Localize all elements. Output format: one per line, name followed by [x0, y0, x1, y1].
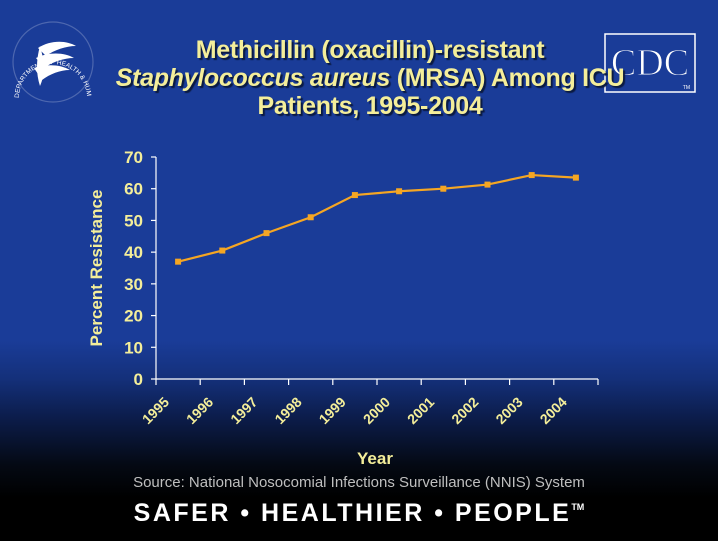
x-tick-label: 2000 [360, 394, 393, 427]
title-organism: Staphylococcus aureus [115, 64, 391, 92]
x-axis-label: Year [357, 449, 393, 468]
series-line [177, 173, 576, 263]
x-tick-label: 1995 [139, 394, 172, 427]
x-tick-label: 1999 [316, 394, 349, 427]
y-tick-label: 10 [124, 338, 143, 357]
title-line-2: Staphylococcus aureus (MRSA) Among ICU [90, 64, 650, 92]
data-point [484, 181, 491, 188]
data-point [219, 247, 226, 254]
y-tick-label: 40 [124, 243, 143, 262]
title-line-1: Methicillin (oxacillin)-resistant [195, 36, 545, 64]
y-tick-label: 30 [124, 275, 143, 294]
x-tick-label: 1997 [227, 394, 260, 427]
y-tick-label: 60 [124, 180, 143, 199]
cdc-logo-text: CDC [611, 42, 689, 84]
y-tick-label: 70 [124, 148, 143, 167]
title-line-3: Patients, 1995-2004 [257, 92, 483, 120]
data-point [528, 172, 535, 179]
x-tick-label: 1996 [183, 394, 216, 427]
data-point [307, 214, 314, 221]
data-point [396, 188, 403, 195]
data-point [351, 192, 358, 199]
x-tick-label: 2004 [537, 394, 570, 427]
y-tick-label: 20 [124, 307, 143, 326]
x-tick-label: 2002 [448, 394, 481, 427]
cdc-logo: CDC TM [604, 33, 696, 93]
source-note: Source: National Nosocomial Infections S… [133, 474, 585, 491]
x-tick-label: 2001 [404, 394, 437, 427]
svg-text:TM: TM [683, 85, 690, 91]
chart-title: Methicillin (oxacillin)-resistant Staphy… [90, 36, 650, 120]
footer-slogan: SAFER • HEALTHIER • PEOPLETM [0, 499, 718, 528]
footer-trademark: TM [571, 502, 585, 512]
title-line-2-rest: (MRSA) Among ICU [390, 64, 625, 92]
data-point [572, 174, 579, 181]
data-point [263, 230, 270, 237]
data-point [440, 185, 447, 192]
x-tick-label: 2003 [492, 394, 525, 427]
x-tick-label: 1998 [271, 394, 304, 427]
hhs-seal-logo: DEPARTMENT OF HEALTH & HUMAN SERVICES • … [10, 10, 94, 103]
y-axis-label: Percent Resistance [87, 189, 106, 347]
y-tick-label: 0 [134, 370, 143, 389]
footer-text: SAFER • HEALTHIER • PEOPLE [133, 499, 572, 527]
y-tick-label: 50 [124, 211, 143, 230]
data-point [175, 258, 182, 265]
